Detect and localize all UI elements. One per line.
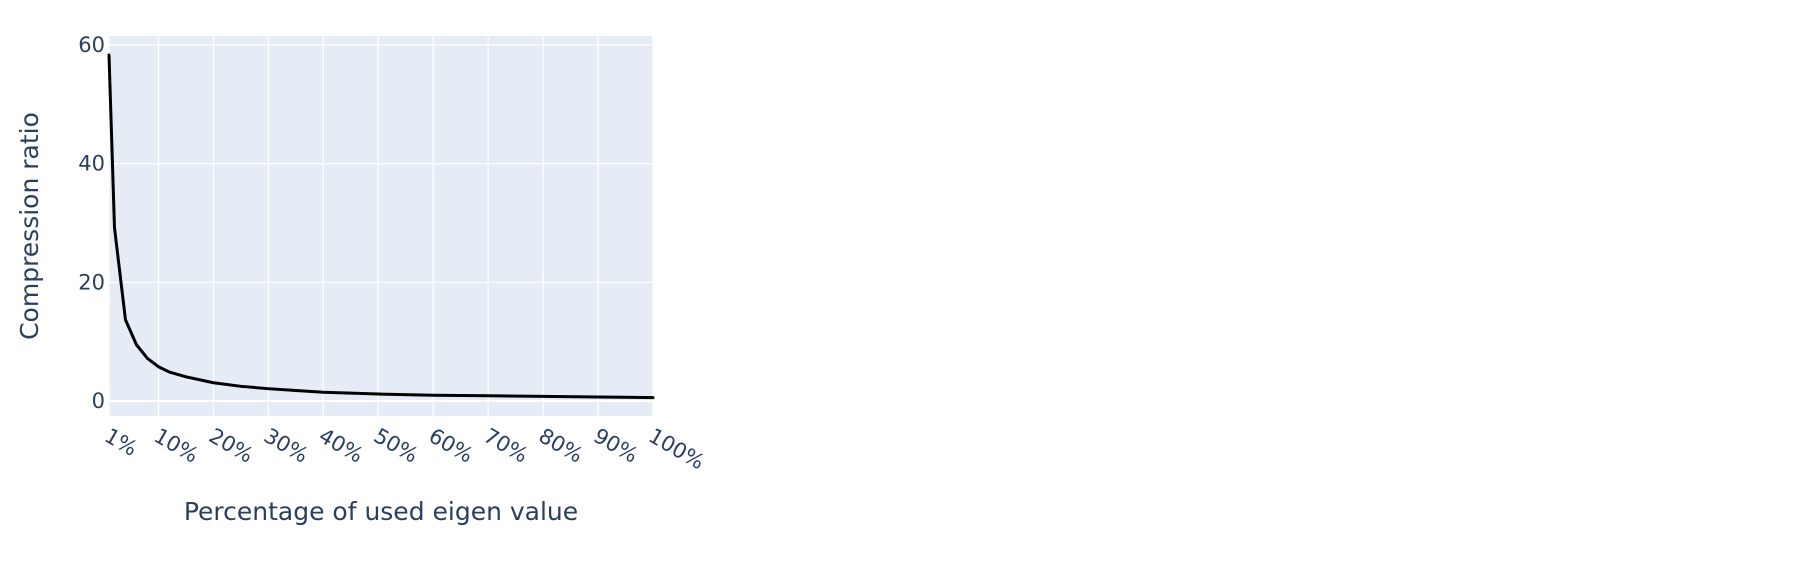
- x-tick-label: 70%: [480, 424, 532, 468]
- y-axis-title: Compression ratio: [15, 112, 44, 340]
- grid-lines: [108, 36, 654, 416]
- x-tick-label: 90%: [590, 424, 642, 468]
- x-tick-label: 60%: [425, 424, 477, 468]
- x-tick-labels: 1% 10% 20% 30% 40% 50% 60% 70% 80% 90% 100%: [101, 424, 709, 475]
- y-tick-label: 40: [78, 152, 105, 176]
- x-tick-label: 100%: [645, 424, 709, 475]
- x-tick-label: 10%: [150, 424, 202, 468]
- y-tick-labels: 0 20 40 60: [78, 33, 105, 413]
- x-tick-label: 50%: [370, 424, 422, 468]
- y-tick-label: 60: [78, 33, 105, 57]
- x-tick-label: 30%: [260, 424, 312, 468]
- x-tick-label: 40%: [315, 424, 367, 468]
- x-tick-label: 20%: [205, 424, 257, 468]
- x-axis-title: Percentage of used eigen value: [184, 497, 578, 526]
- x-tick-label: 1%: [101, 424, 142, 461]
- y-tick-label: 0: [92, 389, 105, 413]
- plot-area-background: [109, 36, 653, 416]
- series-layer: [107, 53, 655, 400]
- series-line: [107, 53, 655, 400]
- y-tick-label: 20: [78, 270, 105, 294]
- x-tick-label: 80%: [535, 424, 587, 468]
